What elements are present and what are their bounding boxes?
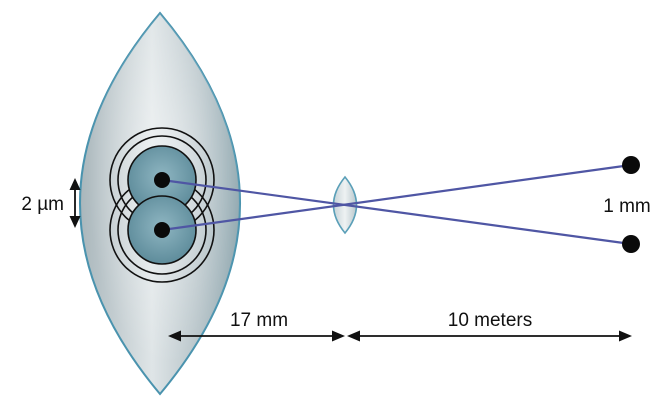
ray-upper-object — [161, 163, 632, 232]
distance-arrows — [168, 330, 632, 342]
image-dot-lower — [154, 222, 170, 238]
ray-lower-object — [161, 178, 632, 246]
lens-to-retina-label: 17 mm — [230, 310, 288, 331]
receptor-spacing-arrow — [69, 178, 81, 228]
image-dot-upper — [154, 172, 170, 188]
object-distance-label: 10 meters — [448, 310, 532, 331]
object-dot-lower — [622, 235, 640, 253]
receptor-spacing-label: 2 µm — [21, 194, 64, 215]
object-dot-upper — [622, 156, 640, 174]
object-separation-label: 1 mm — [603, 196, 651, 217]
